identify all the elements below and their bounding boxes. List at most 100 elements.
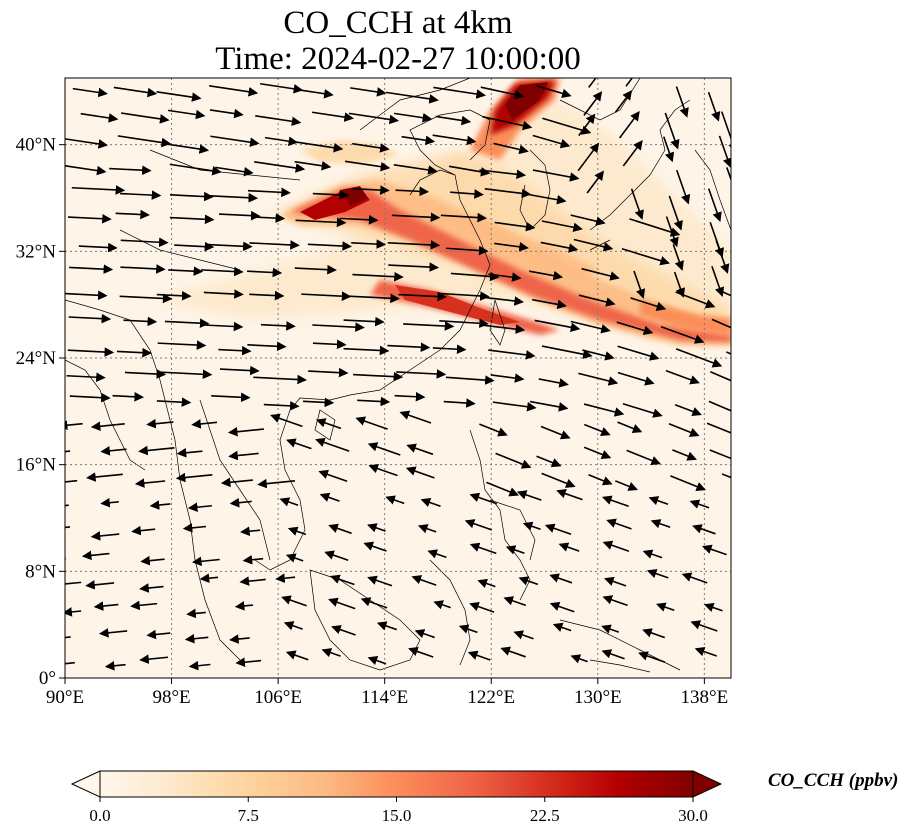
wind-arrow [169,214,215,225]
wind-arrow [443,398,476,408]
wind-arrow [581,267,620,281]
wind-arrow [131,525,156,536]
wind-arrow [665,369,700,385]
wind-arrow [656,602,675,612]
wind-arrow [552,622,572,632]
wind-arrow [199,573,219,583]
wind-arrow [367,442,401,456]
wind-arrow [65,479,78,483]
wind-arrow [711,265,725,298]
wind-arrow [168,266,204,276]
wind-arrow [138,445,175,456]
wind-arrow [622,140,643,167]
wind-arrow [239,576,266,586]
wind-arrow [229,634,250,644]
wind-arrow [626,449,661,466]
wind-arrow [433,86,486,99]
wind-arrow [391,212,441,223]
wind-vectors [65,78,731,671]
wind-arrow [433,600,451,610]
wind-arrow [664,112,680,150]
wind-arrow [578,113,596,137]
wind-arrow [319,492,340,502]
wind-arrow [119,293,173,304]
colorbar-extend-min [70,770,101,798]
wind-arrow [709,449,731,464]
wind-arrow [100,497,119,508]
wind-arrow [146,629,171,640]
wind-arrow [164,318,210,328]
wind-arrow [367,523,386,533]
wind-arrow [642,549,663,559]
wind-arrow [355,416,388,430]
wind-arrow [191,419,218,429]
wind-arrow [629,218,681,237]
wind-arrow [351,239,387,249]
wind-arrow [715,240,730,274]
wind-arrow [450,271,500,282]
wind-arrow [469,542,497,555]
wind-arrow [169,163,222,176]
wind-arrow [65,557,66,560]
wind-arrow [570,214,606,226]
wind-arrow [65,636,71,639]
wind-arrow [726,167,731,182]
wind-arrow [353,371,404,382]
wind-arrow [674,404,702,417]
wind-arrow [297,88,334,99]
wind-arrow [586,170,605,194]
wind-arrow [285,650,309,661]
wind-arrow [432,344,467,354]
wind-arrow [65,607,82,617]
wind-arrow [65,581,82,585]
wind-arrow [186,608,206,619]
wind-arrow [435,115,472,126]
wind-arrow [295,217,347,228]
wind-arrow [339,215,379,225]
wind-arrow [482,115,533,131]
wind-arrow [602,495,629,507]
wind-arrow [450,189,484,199]
wind-arrow [249,240,300,250]
wind-arrow [68,313,112,324]
lat-tick-label: 16°N [16,455,57,476]
wind-arrow [638,651,666,663]
wind-arrow [124,369,167,379]
wind-arrow [85,580,115,590]
wind-arrow [427,549,447,559]
lat-tick-label: 24°N [16,348,57,369]
colorbar-tick-label: 15.0 [382,806,412,825]
wind-arrow [315,437,350,452]
wind-arrow [176,448,203,458]
wind-arrow [71,185,126,195]
wind-arrow [702,544,727,556]
wind-arrow [721,290,731,297]
wind-arrow [191,556,220,567]
wind-arrow [104,661,126,671]
wind-arrow [301,291,352,301]
wind-arrow [408,646,434,658]
wind-arrow [529,400,569,412]
wind-arrow [495,452,532,469]
wind-arrow [401,135,436,146]
wind-arrow [220,477,253,488]
wind-arrow [614,90,633,113]
wind-arrow [630,188,644,220]
wind-arrow [583,446,612,460]
wind-arrow [690,620,718,632]
wind-arrow [720,111,731,153]
wind-arrow [146,418,174,429]
wind-arrow [285,553,304,563]
wind-arrow [201,321,244,332]
axis-ticks: 40°N 32°N 24°N 16°N 8°N 0°90°E 98°E 106°E 114°E 1… [16,135,729,708]
wind-arrow [616,321,654,336]
wind-arrow [440,212,488,223]
wind-arrow [601,649,625,660]
wind-arrow [343,316,385,327]
wind-arrow [263,401,300,411]
wind-arrow [630,297,667,311]
wind-arrow [260,82,304,94]
wind-arrow [210,135,260,147]
wind-arrow [665,216,679,248]
wind-arrow [149,500,171,510]
